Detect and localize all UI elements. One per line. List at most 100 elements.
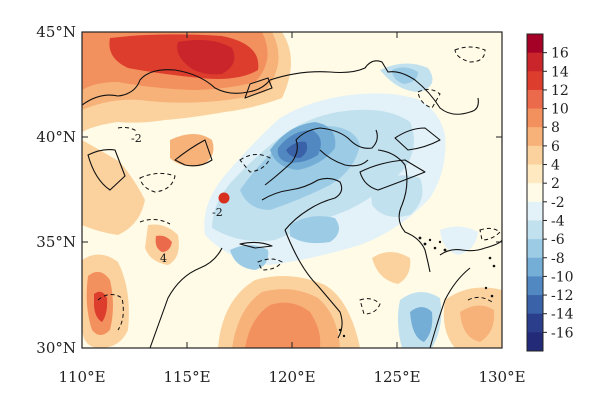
cool-center-south: [290, 216, 339, 244]
islands: [338, 236, 496, 338]
dashed-northeast-2: [417, 88, 441, 109]
dashed-east-2: [479, 227, 501, 241]
dashed-north: [117, 127, 139, 133]
axis-ticks: [81, 31, 503, 349]
japan-coast: [439, 239, 502, 256]
lon-label-130e: 130°E: [478, 368, 525, 386]
colorbar-label: -16: [551, 325, 574, 341]
colorbar-cell: [527, 220, 543, 240]
contour-label: -2: [131, 132, 142, 145]
island-coast: [394, 127, 441, 151]
colorbar-label: -4: [551, 213, 565, 229]
dashed-south: [257, 258, 283, 271]
colorbar-label: 10: [551, 102, 569, 118]
latitude-labels: 45°N 40°N 35°N 30°N: [36, 23, 76, 357]
island: [484, 286, 488, 290]
colorbar-label: 8: [551, 120, 560, 136]
warm-east-patch: [372, 252, 411, 284]
colorbar: 16 14 12 10 8 6 4 2 -2 -4 -6 -8 -10 -12 -14 -16: [526, 33, 574, 352]
colorbar-label: 4: [551, 158, 560, 174]
island: [423, 242, 427, 246]
colorbar-cell: [527, 127, 543, 147]
colorbar-cell: [527, 201, 543, 221]
contour-label: 4: [160, 252, 167, 265]
island: [443, 248, 447, 252]
colorbar-label: 16: [551, 46, 569, 62]
longitude-labels: 110°E 115°E 120°E 125°E 130°E: [58, 368, 525, 386]
liaodong-coast: [319, 149, 369, 167]
colorbar-label: -8: [551, 251, 565, 267]
island: [428, 238, 432, 242]
island: [492, 264, 496, 268]
colorbar-label: -14: [551, 307, 574, 323]
dashed-south-2: [359, 298, 381, 315]
cool-south-inner: [410, 307, 433, 342]
colorbar-label: 12: [551, 83, 569, 99]
colorbar-cell: [527, 164, 543, 184]
dashed-contours: [97, 46, 501, 331]
lon-label-110e: 110°E: [58, 368, 105, 386]
island: [338, 328, 342, 332]
island: [438, 240, 442, 244]
dashed-northeast: [454, 46, 486, 63]
colorbar-cell: [527, 276, 543, 296]
cool-east-band: [370, 175, 423, 218]
anomaly-field: -2 -2 4: [82, 32, 502, 348]
dashed-central: [239, 154, 271, 173]
warm-south-inner: [245, 302, 321, 348]
dashed-southwest: [97, 294, 124, 331]
korea-coast: [377, 149, 431, 273]
colorbar-cell: [527, 183, 543, 203]
colorbar-frame: [526, 33, 544, 352]
colorbar-cell: [527, 52, 543, 72]
map-panel: -2 -2 4: [36, 23, 525, 386]
dashed-east: [467, 296, 493, 303]
colorbar-cell: [527, 108, 543, 128]
warm-southeast-inner: [460, 305, 495, 342]
warm-southwest-core: [94, 291, 108, 322]
lat-label-40n: 40°N: [36, 128, 76, 146]
east-china-coast: [284, 229, 343, 339]
south-boundary: [149, 247, 223, 348]
small-loop-east: [359, 159, 426, 191]
cool-west-south: [230, 245, 269, 270]
lat-label-30n: 30°N: [36, 339, 76, 357]
warm-west-band: [82, 140, 145, 235]
positive-anomaly-shading: [82, 32, 502, 348]
island: [418, 236, 422, 240]
cool-northeast-inner: [392, 67, 418, 84]
colorbar-cell: [527, 239, 543, 259]
small-loop-west: [239, 241, 273, 249]
lon-label-125e: 125°E: [373, 368, 420, 386]
colorbar-cell: [527, 89, 543, 110]
negative-anomaly-shading: [204, 63, 478, 348]
west-boundary: [87, 149, 126, 191]
ridge-line: [174, 139, 213, 167]
colorbar-cell: [527, 332, 543, 352]
contour-label: -2: [212, 206, 223, 219]
colorbar-cell: [527, 295, 543, 315]
colorbar-cell: [527, 71, 543, 91]
warm-mid-patch: [170, 134, 214, 167]
cool-east-patch: [440, 226, 478, 255]
mongolia-loop: [244, 77, 273, 99]
colorbar-label: -6: [551, 232, 565, 248]
colorbar-cell: [527, 313, 543, 333]
contour-labels: -2 -2 4: [131, 132, 223, 265]
colorbar-label: 14: [551, 64, 569, 80]
colorbar-label: -2: [551, 195, 565, 211]
island: [490, 294, 494, 298]
colorbar-label: -12: [551, 288, 574, 304]
coastlines: [82, 60, 502, 348]
colorbar-cell: [527, 145, 543, 166]
north-boundary: [82, 69, 271, 106]
lat-label-45n: 45°N: [36, 23, 76, 41]
dashed-west: [139, 218, 171, 225]
bohai-coast: [264, 127, 378, 186]
colorbar-label: 6: [551, 139, 560, 155]
island: [342, 334, 346, 338]
east-boundary: [429, 267, 471, 348]
shandong-coast: [261, 177, 343, 231]
warm-north-peak: [177, 40, 235, 75]
